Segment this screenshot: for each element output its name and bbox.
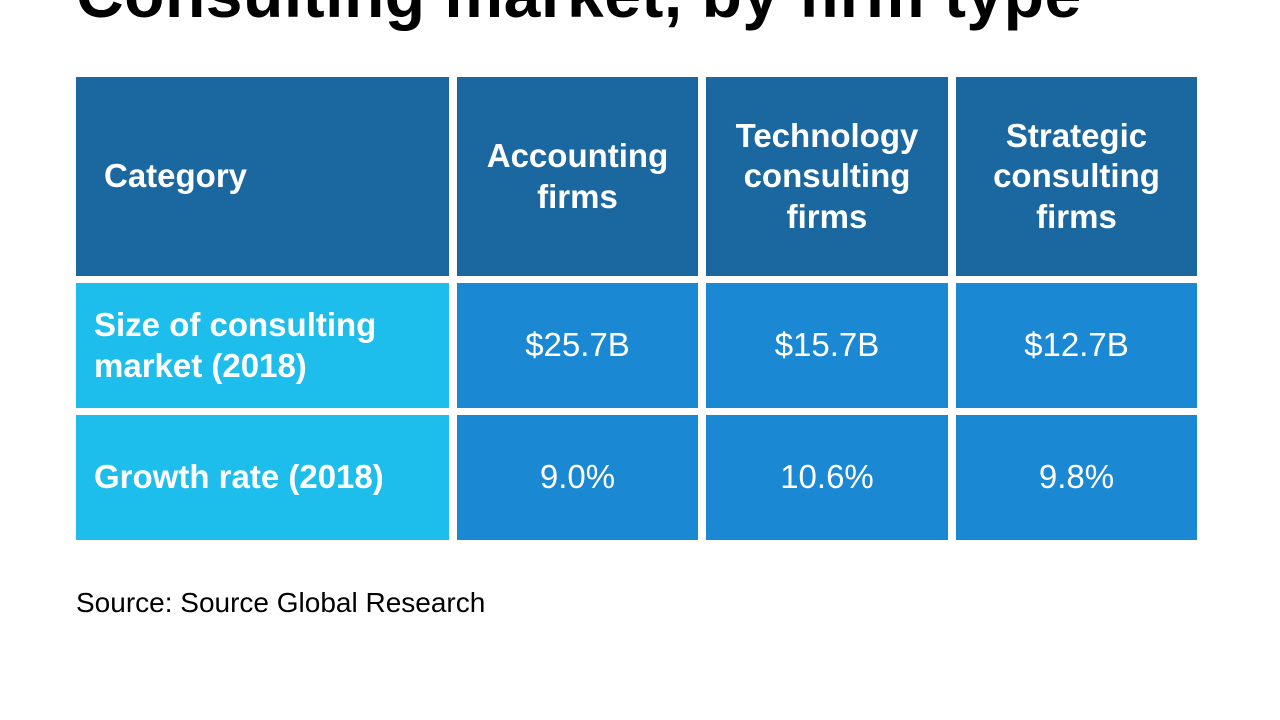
column-header: Technology consulting firms xyxy=(706,77,948,276)
chart-title: Consulting market, by firm type xyxy=(76,0,1082,32)
row-label: Size of consulting market (2018) xyxy=(76,283,449,408)
source-note: Source: Source Global Research xyxy=(76,587,486,618)
column-header: Category xyxy=(76,77,449,276)
table-cell: 10.6% xyxy=(706,415,948,540)
column-header: Strategic consulting firms xyxy=(956,77,1197,276)
table-cell: 9.8% xyxy=(956,415,1197,540)
table-cell: $12.7B xyxy=(956,283,1197,408)
column-header: Accounting firms xyxy=(457,77,698,276)
table-cell: $25.7B xyxy=(457,283,698,408)
table-cell: $15.7B xyxy=(706,283,948,408)
row-label: Growth rate (2018) xyxy=(76,415,449,540)
table-cell: 9.0% xyxy=(457,415,698,540)
